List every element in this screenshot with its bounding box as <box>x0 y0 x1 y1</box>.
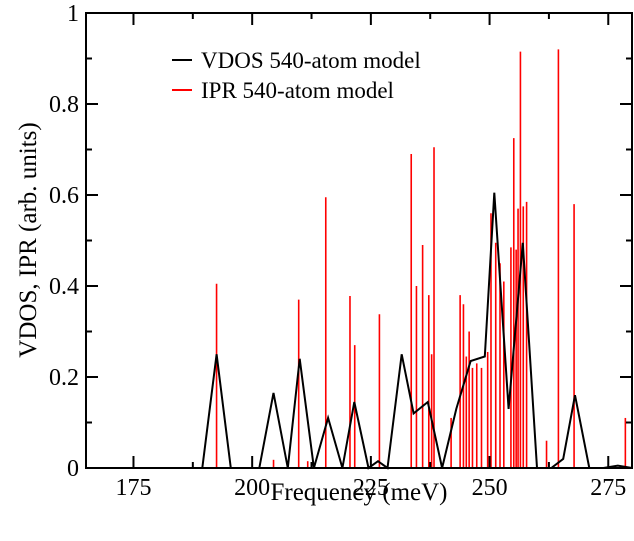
y-tick-label: 0.8 <box>49 92 79 118</box>
legend-label-ipr: IPR 540-atom model <box>201 78 394 103</box>
ipr-stick-series <box>215 49 627 468</box>
y-tick-label: 0.4 <box>49 274 79 300</box>
x-tick-label: 225 <box>353 475 389 501</box>
x-axis-title: Frequency (meV) <box>270 479 447 506</box>
axis-ticks <box>86 12 632 469</box>
x-tick-label: 200 <box>234 475 270 501</box>
y-tick-label: 0.6 <box>49 183 79 209</box>
legend-label-vdos: VDOS 540-atom model <box>201 48 421 73</box>
x-tick-labels: 175 200 225 250 275 <box>115 475 626 501</box>
legend: VDOS 540-atom model IPR 540-atom model <box>172 48 421 103</box>
x-tick-label: 275 <box>590 475 626 501</box>
y-axis-title: VDOS, IPR (arb. units) <box>15 122 42 357</box>
y-tick-label: 0.2 <box>49 365 79 391</box>
vdos-line-series <box>86 192 633 470</box>
y-tick-label: 1 <box>67 1 79 27</box>
y-tick-label: 0 <box>67 456 79 482</box>
x-tick-label: 175 <box>115 475 151 501</box>
x-tick-label: 250 <box>472 475 508 501</box>
y-tick-labels: 0 0.2 0.4 0.6 0.8 1 <box>49 1 79 482</box>
